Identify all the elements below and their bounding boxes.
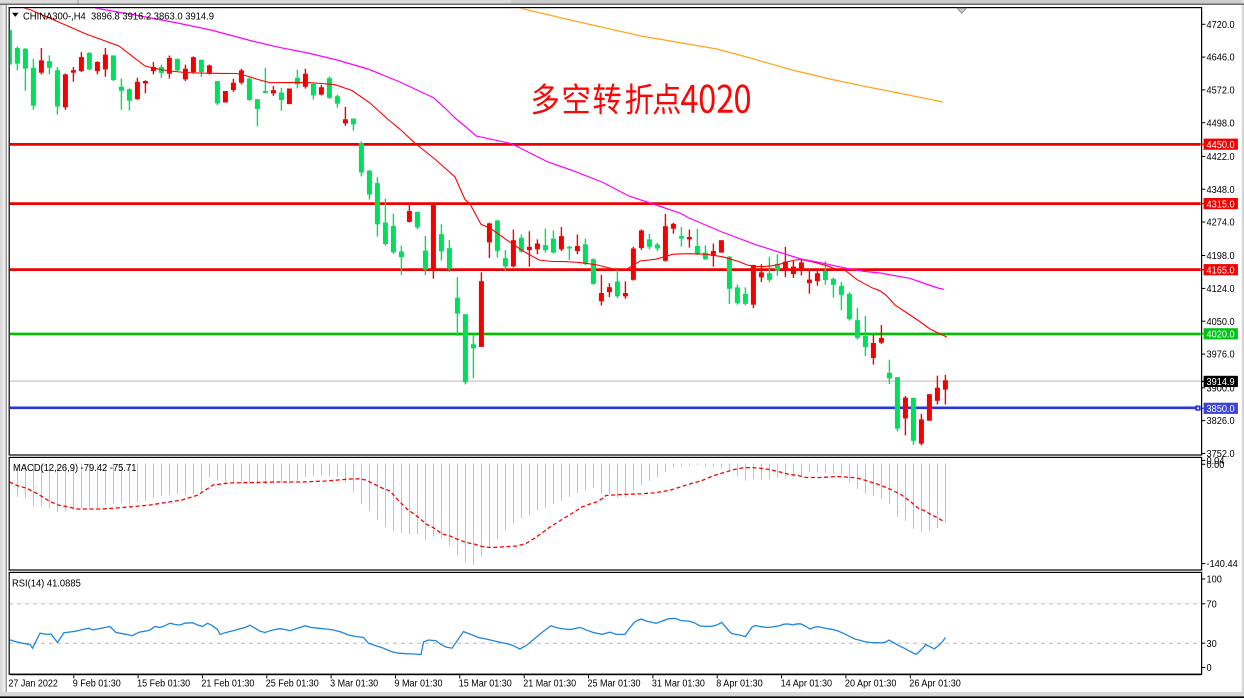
svg-text:25 Feb 01:30: 25 Feb 01:30 [266,679,319,690]
svg-text:4498.0: 4498.0 [1207,118,1235,129]
svg-text:4050.0: 4050.0 [1207,317,1235,328]
svg-text:MACD(12,26,9) -79.42 -75.71: MACD(12,26,9) -79.42 -75.71 [13,463,137,474]
svg-text:9 Mar 01:30: 9 Mar 01:30 [395,679,443,690]
svg-text:0.00: 0.00 [1207,460,1225,471]
svg-text:20 Apr 01:30: 20 Apr 01:30 [845,679,897,690]
svg-text:15 Mar 01:30: 15 Mar 01:30 [459,679,512,690]
svg-text:15 Feb 01:30: 15 Feb 01:30 [137,679,190,690]
svg-text:4124.0: 4124.0 [1207,284,1235,295]
svg-text:3826.0: 3826.0 [1207,416,1235,427]
svg-text:3976.0: 3976.0 [1207,350,1235,361]
svg-text:9 Feb 01:30: 9 Feb 01:30 [73,679,121,690]
svg-text:8 Apr 01:30: 8 Apr 01:30 [716,679,763,690]
svg-text:4646.0: 4646.0 [1207,53,1235,64]
svg-text:3914.9: 3914.9 [1207,377,1235,388]
svg-text:14 Apr 01:30: 14 Apr 01:30 [781,679,833,690]
svg-text:30: 30 [1207,639,1218,650]
svg-text:3752.0: 3752.0 [1207,449,1235,460]
svg-text:3900.0: 3900.0 [1207,383,1235,394]
svg-text:RSI(14) 41.0885: RSI(14) 41.0885 [12,578,81,589]
svg-text:0: 0 [1207,663,1213,674]
svg-text:21 Feb 01:30: 21 Feb 01:30 [201,679,254,690]
svg-text:4315.0: 4315.0 [1207,199,1235,210]
svg-text:21 Mar 01:30: 21 Mar 01:30 [523,679,576,690]
svg-text:100: 100 [1207,575,1223,586]
svg-text:4198.0: 4198.0 [1207,251,1235,262]
svg-text:4572.0: 4572.0 [1207,86,1235,97]
svg-text:25 Mar 01:30: 25 Mar 01:30 [588,679,641,690]
svg-text:-140.44: -140.44 [1207,559,1239,570]
svg-text:70: 70 [1207,599,1218,610]
svg-text:26 Apr 01:30: 26 Apr 01:30 [909,679,961,690]
svg-text:0.04: 0.04 [1207,456,1225,467]
svg-text:4165.0: 4165.0 [1207,265,1235,276]
svg-text:3 Mar 01:30: 3 Mar 01:30 [330,679,378,690]
svg-text:3850.0: 3850.0 [1207,404,1235,415]
svg-text:27 Jan 2022: 27 Jan 2022 [8,679,58,690]
svg-text:4020.0: 4020.0 [1207,330,1235,341]
svg-text:4450.0: 4450.0 [1207,140,1235,151]
svg-text:CHINA300-,H4 3896.8 3916.2 38: CHINA300-,H4 3896.8 3916.2 3863.0 3914.9 [23,11,214,22]
svg-text:31 Mar 01:30: 31 Mar 01:30 [652,679,705,690]
svg-text:4274.0: 4274.0 [1207,218,1235,229]
svg-text:4720.0: 4720.0 [1207,20,1235,31]
svg-text:4348.0: 4348.0 [1207,185,1235,196]
svg-text:4422.0: 4422.0 [1207,152,1235,163]
